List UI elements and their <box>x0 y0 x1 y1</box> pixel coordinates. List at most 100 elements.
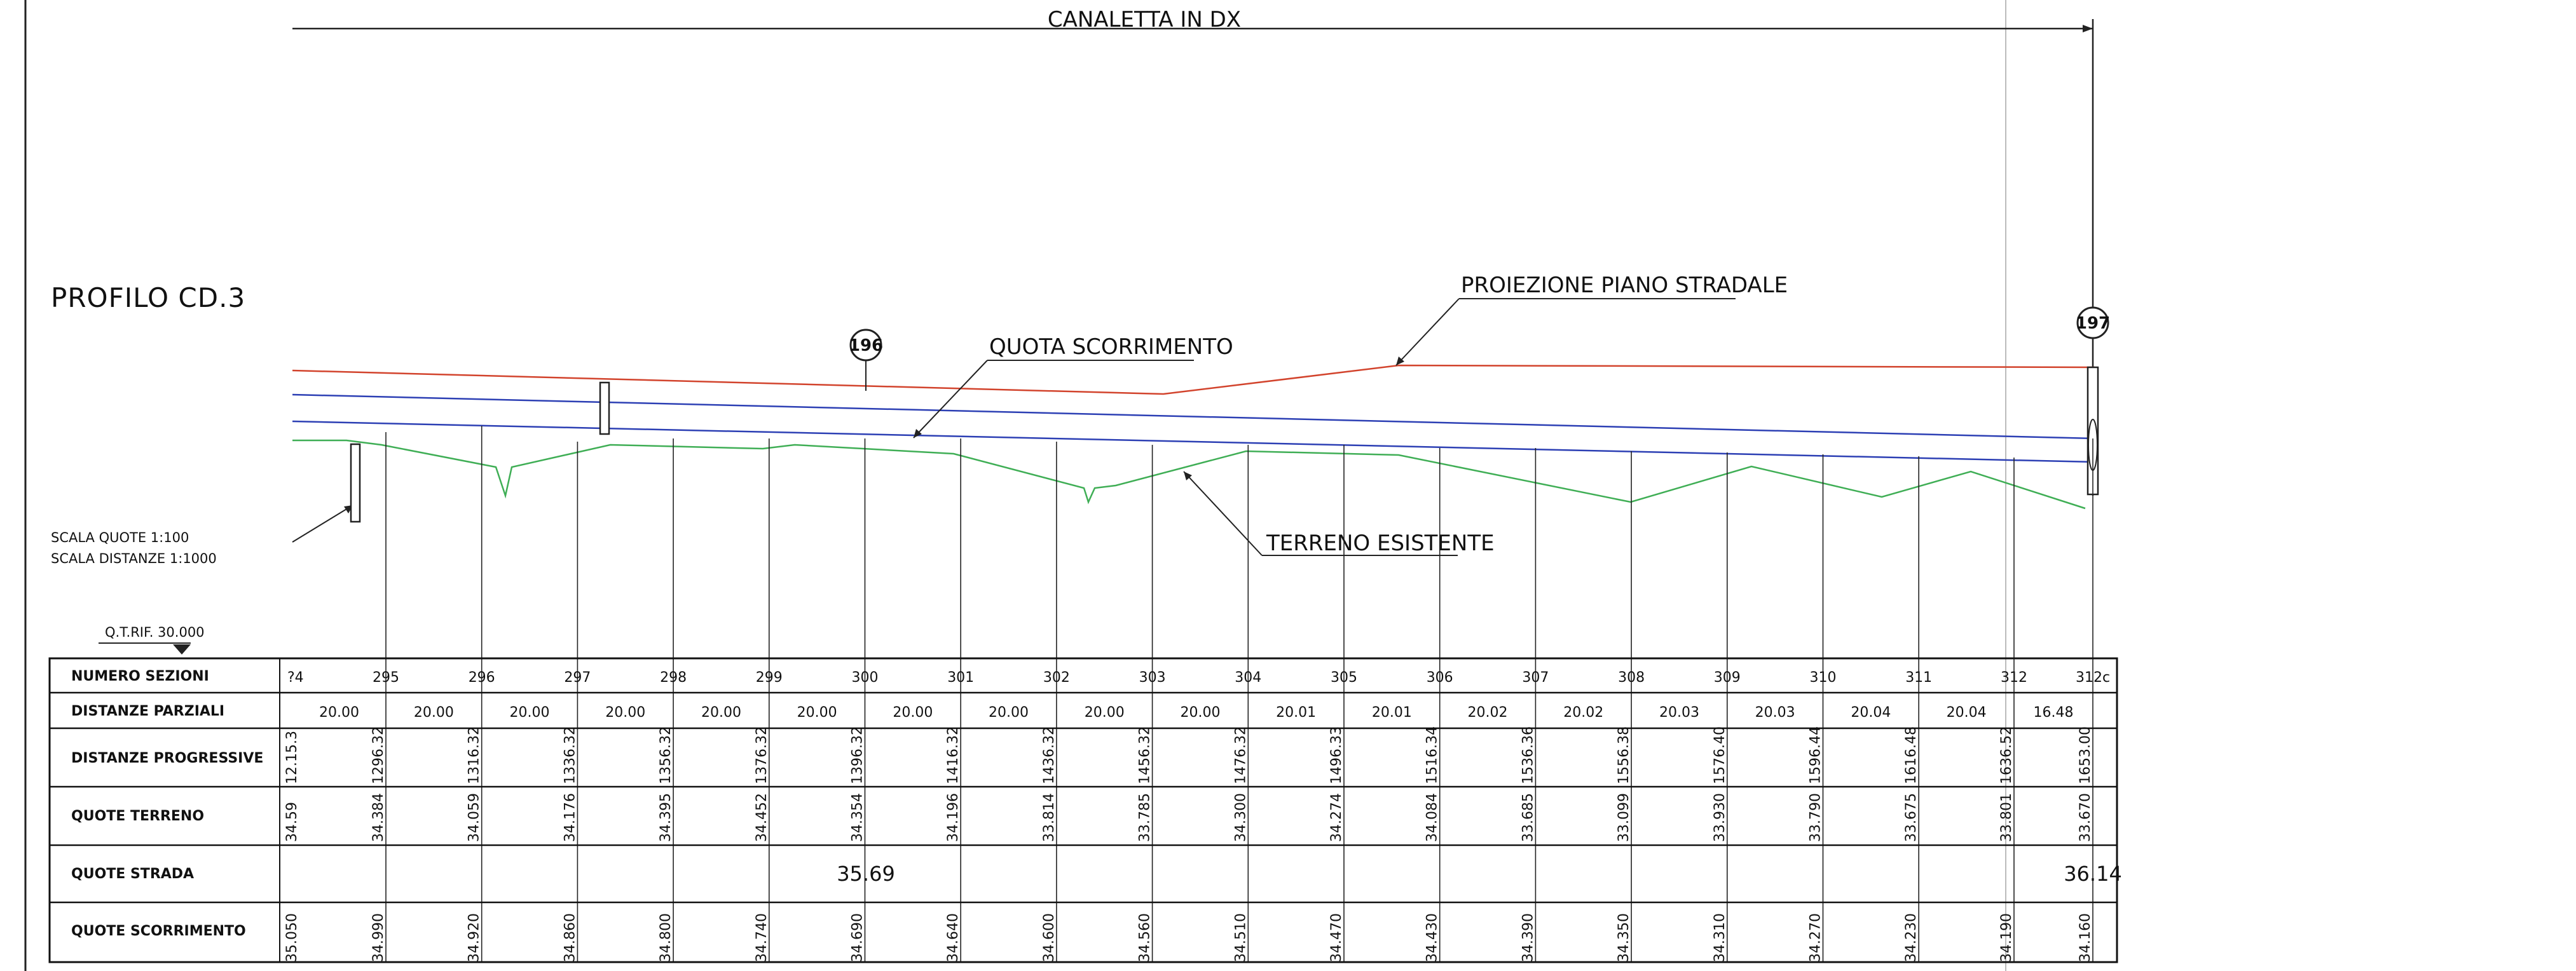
ground-level: 34.059 <box>467 793 483 842</box>
reference-marker <box>173 644 191 655</box>
ground-level: 33.790 <box>1808 793 1824 842</box>
flow-level: 34.510 <box>1233 913 1249 962</box>
row-label-ground: QUOTE TERRENO <box>71 808 204 824</box>
flow-level: 34.390 <box>1520 913 1536 962</box>
flow-level: 34.690 <box>850 913 866 962</box>
partial-distance: 20.00 <box>414 705 454 721</box>
flow-level: 34.800 <box>658 913 674 962</box>
ground-leader-arrow <box>1184 472 1192 480</box>
flow-level: 34.990 <box>371 913 387 962</box>
ground-level: 34.274 <box>1329 793 1345 842</box>
section-number: 297 <box>564 670 591 686</box>
partial-distance: 20.00 <box>989 705 1029 721</box>
partial-distance: 20.00 <box>893 705 933 721</box>
pipe-symbol-left <box>350 443 361 523</box>
ground-level: 33.785 <box>1137 793 1153 842</box>
ground-level: 33.099 <box>1616 793 1632 842</box>
road-level-value: 36.14 <box>2064 862 2122 886</box>
ground-line <box>292 439 2086 510</box>
ground-level: 34.354 <box>850 793 866 842</box>
flow-level: 34.470 <box>1329 913 1345 962</box>
first-section-fragment: ?4 <box>287 670 304 686</box>
flow-level: 34.160 <box>2078 913 2093 962</box>
section-number: 309 <box>1714 670 1741 686</box>
flow-level-line-upper <box>292 393 2095 440</box>
flow-level: 34.600 <box>1041 913 1057 962</box>
reference-level: Q.T.RIF. 30.000 <box>105 625 205 640</box>
partial-distance: 20.00 <box>605 705 645 721</box>
progressive-distance: 1296.32 <box>371 726 387 784</box>
progressive-distance: 1636.52 <box>1999 726 2015 784</box>
section-lines <box>385 426 2093 962</box>
progressive-distance: 1536.36 <box>1520 726 1536 784</box>
node-197-label: 197 <box>2076 314 2110 333</box>
section-number: 307 <box>1522 670 1549 686</box>
section-number: 305 <box>1331 670 1357 686</box>
progressive-distance: 1496.33 <box>1329 726 1345 784</box>
progressive-distance: 1516.34 <box>1425 726 1441 784</box>
first-progressive-fragment: 12.15.3 <box>284 731 300 784</box>
partial-distance: 20.04 <box>1947 705 1987 721</box>
partial-distance: 20.00 <box>701 705 741 721</box>
progressive-distance: 1596.44 <box>1808 726 1824 784</box>
flow-level-leader-arrow <box>914 429 922 438</box>
partial-distance: 16.48 <box>2034 705 2074 721</box>
road-level-value: 35.69 <box>837 862 895 886</box>
section-number: 312c <box>2076 670 2110 686</box>
road-plane-leader <box>1395 298 1460 366</box>
partial-distance: 20.02 <box>1563 705 1603 721</box>
section-number: 298 <box>660 670 687 686</box>
pipe-symbol-mid <box>599 381 610 435</box>
section-number: 304 <box>1235 670 1261 686</box>
first-ground-fragment: 34.59 <box>284 802 300 842</box>
section-number: 296 <box>469 670 495 686</box>
node-197-circle <box>2076 306 2109 339</box>
flow-level: 34.920 <box>467 913 483 962</box>
flow-level-leader <box>913 360 988 438</box>
progressive-distance: 1416.32 <box>945 726 961 784</box>
road-plane-annotation: PROIEZIONE PIANO STRADALE <box>1461 273 1788 298</box>
partial-distance: 20.04 <box>1851 705 1891 721</box>
partial-distance: 20.00 <box>319 705 359 721</box>
progressive-distance: 1336.32 <box>562 726 578 784</box>
flow-level: 34.560 <box>1137 913 1153 962</box>
progressive-distance: 1396.32 <box>850 726 866 784</box>
flow-level-annotation: QUOTA SCORRIMENTO <box>989 334 1233 360</box>
scale-distanze: SCALA DISTANZE 1:1000 <box>51 551 217 566</box>
progressive-distance: 1376.32 <box>754 726 770 784</box>
flow-level: 34.310 <box>1712 913 1728 962</box>
ground-level: 33.670 <box>2078 793 2093 842</box>
data-table: NUMERO SEZIONI DISTANZE PARZIALI DISTANZ… <box>48 657 2122 963</box>
top-dimension-arrow <box>2083 25 2093 32</box>
ground-level: 34.084 <box>1425 793 1441 842</box>
row-label-flow: QUOTE SCORRIMENTO <box>71 923 246 939</box>
section-number: 310 <box>1810 670 1837 686</box>
section-number: 308 <box>1618 670 1645 686</box>
flow-level: 34.270 <box>1808 913 1824 962</box>
ground-level: 34.395 <box>658 793 674 842</box>
flow-level-line-lower <box>292 420 2095 463</box>
section-number: 303 <box>1139 670 1166 686</box>
ground-annotation: TERRENO ESISTENTE <box>1266 531 1495 556</box>
progressive-distance: 1476.32 <box>1233 726 1249 784</box>
section-number: 302 <box>1043 670 1070 686</box>
section-number: 306 <box>1427 670 1453 686</box>
flow-level: 34.230 <box>1903 913 1919 962</box>
row-label-partial: DISTANZE PARZIALI <box>71 703 224 719</box>
flow-level: 34.860 <box>562 913 578 962</box>
section-number: 301 <box>947 670 974 686</box>
flow-level: 34.190 <box>1999 913 2015 962</box>
partial-distance: 20.00 <box>1085 705 1125 721</box>
ground-level: 34.196 <box>945 793 961 842</box>
ground-level: 34.176 <box>562 793 578 842</box>
ground-level: 34.452 <box>754 793 770 842</box>
top-label: CANALETTA IN DX <box>1048 7 1241 32</box>
leader-left <box>292 505 353 543</box>
row-label-road: QUOTE STRADA <box>71 866 194 882</box>
row-label-sections: NUMERO SEZIONI <box>71 669 209 684</box>
scale-quote: SCALA QUOTE 1:100 <box>51 530 189 545</box>
section-number: 299 <box>756 670 783 686</box>
road-plane-line <box>292 364 2095 395</box>
ground-level: 33.930 <box>1712 793 1728 842</box>
